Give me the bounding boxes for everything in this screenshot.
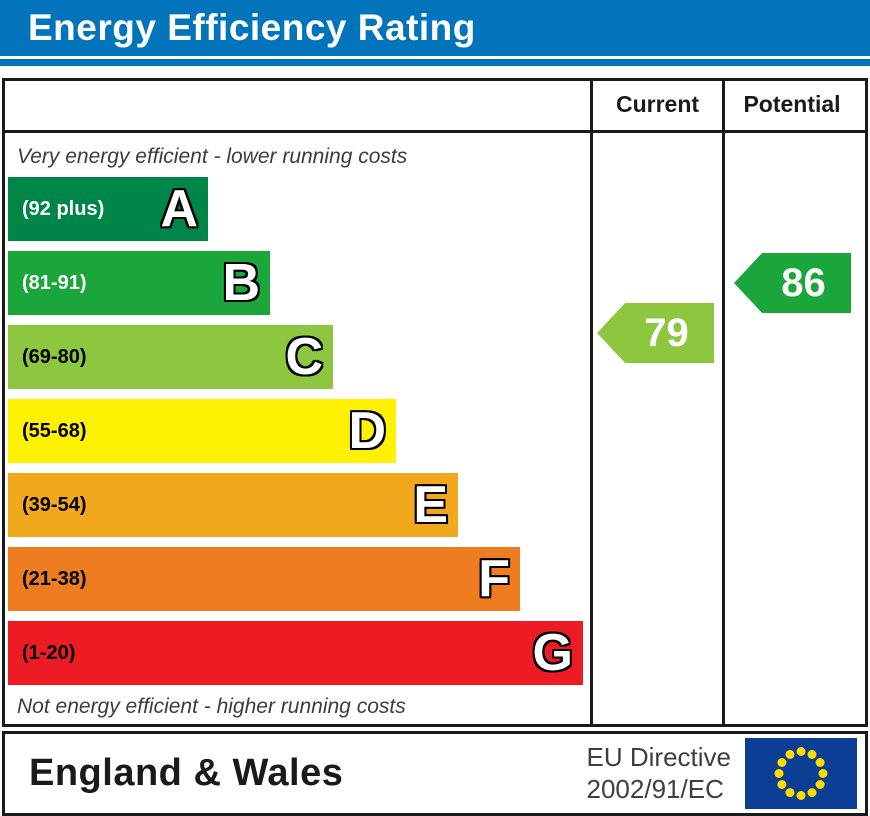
potential-header-label: Potential: [743, 91, 841, 117]
epc-band-a: (92 plus) A: [8, 177, 590, 241]
epc-band-e: (39-54) E: [8, 473, 590, 537]
band-letter: C: [285, 328, 323, 386]
epc-band-c: (69-80) C: [8, 325, 590, 389]
eu-flag-star: [807, 788, 817, 798]
current-column: 79: [590, 133, 722, 724]
epc-band-f: (21-38) F: [8, 547, 590, 611]
table-body-row: Very energy efficient - lower running co…: [5, 133, 865, 724]
eu-flag-star: [785, 788, 795, 798]
band-letter: D: [348, 402, 386, 460]
eu-directive-label: EU Directive 2002/91/EC: [587, 742, 731, 804]
band-range-label: (92 plus): [22, 197, 105, 220]
epc-band-bar: (81-91) B: [8, 251, 270, 315]
eu-directive-line1: EU Directive: [586, 742, 731, 773]
epc-band-b: (81-91) B: [8, 251, 590, 315]
current-rating-value: 79: [644, 310, 689, 355]
eu-flag-star: [774, 769, 784, 778]
bands-cell: Very energy efficient - lower running co…: [5, 133, 590, 724]
current-column-header: Current: [590, 81, 722, 130]
band-letter: E: [413, 476, 448, 534]
band-range-label: (81-91): [22, 271, 87, 294]
band-range-label: (21-38): [22, 567, 87, 590]
potential-rating-value: 86: [781, 260, 826, 305]
band-list: (92 plus) A (81-91) B (69-80) C (55-68) D (39-54…: [8, 177, 590, 685]
potential-rating-arrow: 86: [734, 253, 851, 313]
band-letter: G: [532, 624, 573, 682]
epc-band-bar: (92 plus) A: [8, 177, 208, 241]
table-header-row: Current Potential: [5, 81, 865, 133]
band-range-label: (69-80): [22, 345, 87, 368]
eu-directive-line2: 2002/91/EC: [586, 773, 724, 804]
eu-flag-star: [815, 758, 825, 767]
potential-column-header: Potential: [722, 81, 859, 130]
band-letter: A: [160, 180, 198, 238]
page-title: Energy Efficiency Rating: [28, 7, 476, 48]
epc-band-bar: (21-38) F: [8, 547, 520, 611]
eu-flag-star: [785, 749, 795, 759]
eu-flag-star: [815, 780, 825, 789]
band-letter: F: [478, 550, 510, 608]
epc-band-bar: (1-20) G: [8, 621, 583, 685]
title-underline: [0, 59, 870, 66]
band-range-label: (1-20): [22, 641, 76, 664]
eu-flag-star: [777, 780, 787, 789]
current-header-label: Current: [615, 91, 700, 117]
eu-flag-star: [818, 769, 828, 778]
band-range-label: (55-68): [22, 419, 87, 442]
eu-flag-icon: [745, 738, 857, 809]
epc-band-bar: (55-68) D: [8, 399, 396, 463]
eu-flag-star: [777, 758, 787, 767]
eu-flag-star: [796, 747, 806, 756]
epc-band-bar: (69-80) C: [8, 325, 333, 389]
current-rating-arrow: 79: [597, 303, 714, 363]
epc-band-bar: (39-54) E: [8, 473, 458, 537]
rating-table: Current Potential Very energy efficient …: [2, 78, 868, 727]
epc-band-d: (55-68) D: [8, 399, 590, 463]
top-caption: Very energy efficient - lower running co…: [17, 145, 408, 168]
band-letter: B: [222, 254, 260, 312]
region-label: England & Wales: [29, 752, 344, 794]
bottom-caption: Not energy efficient - higher running co…: [17, 695, 406, 718]
potential-column: 86: [722, 133, 859, 724]
eu-flag-star: [807, 749, 817, 759]
title-bar: Energy Efficiency Rating: [0, 0, 870, 56]
header-spacer-cell: [5, 81, 590, 130]
footer-bar: England & Wales EU Directive 2002/91/EC: [2, 731, 868, 816]
band-range-label: (39-54): [22, 493, 87, 516]
epc-band-g: (1-20) G: [8, 621, 590, 685]
eu-flag-star: [796, 791, 806, 800]
